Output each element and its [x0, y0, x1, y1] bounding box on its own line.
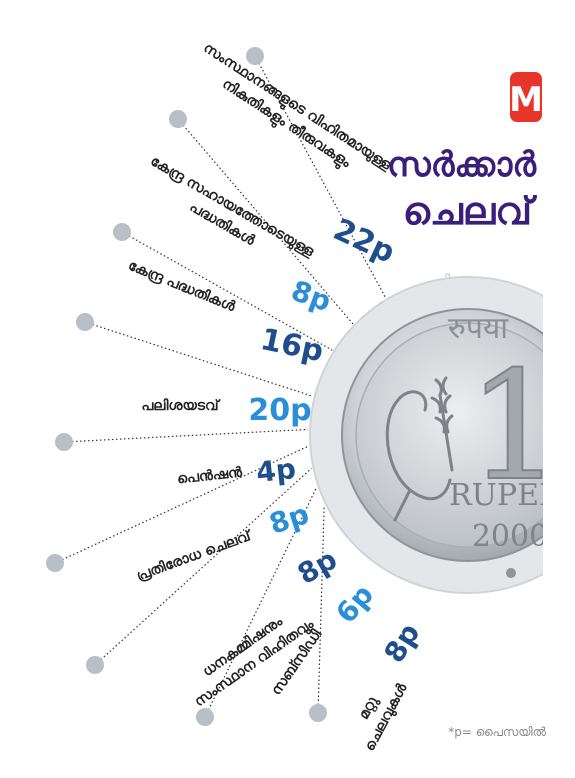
- label-dot: [169, 110, 187, 128]
- coin-bottom-text: RUPEE: [449, 478, 561, 513]
- logo: M: [509, 72, 543, 122]
- label-dot: [113, 223, 131, 241]
- value-label: 6p: [329, 578, 380, 629]
- category-label: മറ്റുചെലവുകൾ: [344, 671, 411, 754]
- label-dot: [76, 313, 94, 331]
- page-title-line2: ചെലവ്: [403, 189, 538, 233]
- value-label: 4p: [255, 452, 298, 489]
- label-dot: [86, 656, 104, 674]
- value-label: 8p: [287, 274, 335, 319]
- label-dot: [309, 704, 327, 722]
- rupee-coin: रुपया 1 RUPEE 2000: [309, 276, 562, 594]
- page-title-line1: സർക്കാർ: [387, 145, 537, 185]
- leader-line: [317, 505, 325, 714]
- label-dot: [196, 708, 214, 726]
- leader-line: [94, 467, 312, 666]
- category-label: സംസ്ഥാനങ്ങളുടെ വിഹിതമായുള്ളനികുതികളും തീ…: [188, 40, 395, 193]
- value-label: 8p: [292, 543, 343, 591]
- leader-line: [63, 428, 309, 443]
- category-label: പ്രതിരോധ ചെലവ്: [134, 527, 255, 584]
- leader-line: [54, 445, 309, 564]
- value-label: 8p: [377, 617, 426, 668]
- leader-line: [254, 55, 387, 299]
- value-label: 8p: [265, 497, 313, 541]
- label-dot: [46, 554, 64, 572]
- value-label: 22p: [328, 212, 400, 270]
- coin-year: 2000: [472, 519, 548, 554]
- coin-top-text: रुपया: [448, 311, 509, 346]
- leader-line: [204, 486, 318, 718]
- label-dot: [246, 47, 264, 65]
- value-label: 20p: [248, 393, 311, 428]
- value-label: 16p: [257, 322, 326, 369]
- category-label: പെൻഷൻ: [176, 465, 244, 488]
- category-label: കേന്ദ്ര സഹായത്തോടെയുള്ളപദ്ധതികൾ: [137, 153, 317, 277]
- category-label: പലിശയടവ്: [141, 398, 221, 414]
- logo-letter: M: [509, 80, 543, 120]
- label-dot: [55, 433, 73, 451]
- wheat-emblem-icon: [385, 376, 454, 522]
- coin-numeral: 1: [467, 340, 562, 514]
- leader-line: [177, 118, 354, 325]
- leader-line: [121, 231, 333, 351]
- footnote: *p= പൈസയിൽ: [448, 725, 546, 739]
